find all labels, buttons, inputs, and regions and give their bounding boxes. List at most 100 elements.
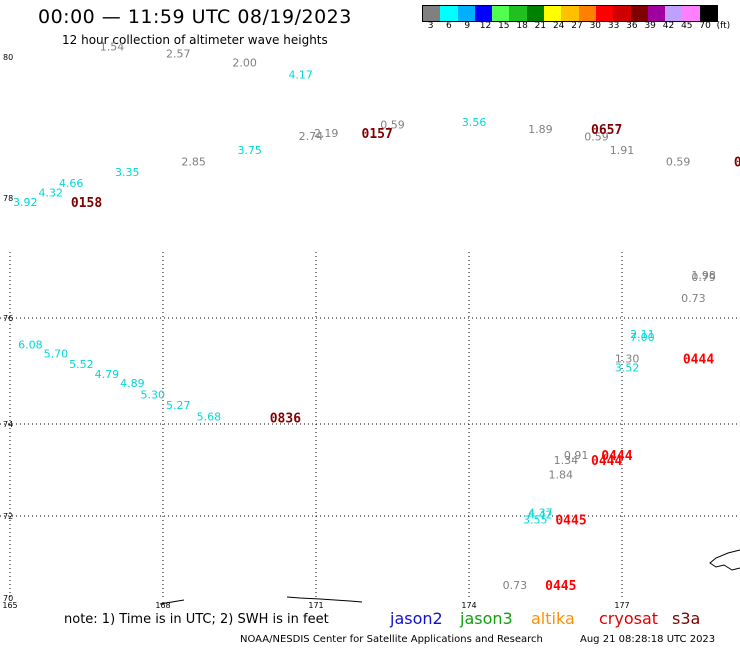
colorbar-swatch (440, 6, 458, 21)
swh-value: 4.32 (39, 186, 64, 199)
swh-value: 0.73 (681, 292, 706, 305)
colorbar-label: 39 (644, 21, 656, 31)
swh-value: 3.55 (523, 513, 548, 526)
swh-value: 4.17 (288, 69, 313, 82)
colorbar-swatch (647, 6, 666, 21)
swh-value: 5.30 (141, 388, 166, 401)
swh-value: 0.73 (503, 579, 528, 592)
swh-value: 2.57 (166, 48, 191, 61)
lat-label: 80 (3, 53, 13, 62)
swh-value: 1.54 (100, 41, 125, 54)
swh-value: 0.79 (691, 271, 716, 284)
lat-label: 70 (3, 594, 13, 603)
swh-value: 7.00 (630, 331, 655, 344)
swh-value: 3.56 (462, 116, 487, 129)
colorbar-swatch (630, 6, 648, 21)
generation-timestamp: Aug 21 08:28:18 UTC 2023 (580, 634, 716, 645)
pass-time: 0656 (734, 155, 740, 170)
swh-value: 0.59 (380, 119, 405, 132)
colorbar-swatch (578, 6, 596, 21)
swh-value: 2.19 (314, 127, 339, 140)
colorbar-label: 36 (626, 21, 638, 31)
swh-value: 5.70 (44, 348, 69, 361)
pass-time: 0157 (362, 127, 393, 142)
colorbar-label: 24 (552, 21, 565, 31)
colorbar-label: 42 (662, 21, 675, 31)
swh-value: 4.37 (528, 506, 553, 519)
map-subtitle: 12 hour collection of altimeter wave hei… (62, 33, 328, 47)
colorbar-swatch (526, 6, 545, 21)
colorbar-swatch (561, 6, 579, 21)
lat-label: 74 (3, 420, 13, 429)
swh-value: 4.42 (528, 509, 553, 522)
coastline (159, 549, 740, 605)
colorbar-swatch (492, 6, 510, 21)
pass-time: 0657 (591, 123, 622, 138)
pass-time: 0445 (545, 579, 576, 594)
swh-value: 3.52 (615, 361, 640, 374)
swh-value: 4.79 (95, 368, 120, 381)
colorbar-swatch (699, 6, 718, 21)
legend-cryosat: cryosat (599, 609, 659, 628)
wave-height-observations: 1.54 2.57 2.00 4.17 3.56 1.89 0.59 2.192.74 0.59… (13, 41, 716, 592)
colorbar-label: 27 (571, 21, 583, 31)
legend-altika: altika (531, 609, 575, 628)
coastline-segment-east (709, 549, 740, 571)
graticule (0, 252, 740, 600)
pass-time: 0836 (270, 412, 301, 427)
swh-value: 6.08 (18, 339, 43, 352)
swh-value: 1.30 (615, 352, 640, 365)
colorbar-swatch (682, 6, 700, 21)
legend-s3a: s3a (672, 609, 701, 628)
swh-value: 5.27 (166, 399, 191, 412)
colorbar-labels: 3 6 9 12 15 18 21 24 27 30 33 36 39 42 45 70 (ft) (422, 21, 740, 33)
pass-time: 0444 (601, 449, 632, 464)
colorbar-label: 30 (589, 21, 602, 31)
swh-value: 2.85 (181, 155, 206, 168)
swh-value: 0.59 (666, 155, 691, 168)
swh-value: 1.98 (691, 269, 716, 282)
colorbar-label: 21 (534, 21, 547, 31)
colorbar-label: 12 (479, 21, 492, 31)
lon-label: 177 (614, 601, 629, 610)
colorbar-label: 18 (516, 21, 528, 31)
swh-value: 1.91 (610, 144, 635, 157)
colorbar-swatch (544, 6, 562, 21)
swh-value: 3.35 (115, 166, 140, 179)
legend-note: note: 1) Time is in UTC; 2) SWH is in fe… (64, 612, 329, 627)
colorbar-label: 3 (427, 21, 434, 31)
coastline-segment-south (159, 596, 363, 605)
lon-label: 171 (308, 601, 323, 610)
colorbar-swatch (665, 6, 683, 21)
swh-value: 1.89 (528, 123, 553, 136)
swh-value: 2.74 (299, 130, 324, 143)
lat-label: 78 (3, 194, 13, 203)
wave-height-colorbar (422, 5, 719, 22)
lon-label: 174 (461, 601, 476, 610)
colorbar-swatch (457, 6, 475, 21)
swh-value: 5.52 (69, 358, 94, 371)
lon-label: 168 (155, 601, 170, 610)
swh-value: 5.68 (197, 411, 222, 424)
pass-time: 0444 (683, 352, 714, 367)
swh-value: 4.89 (120, 377, 145, 390)
legend-jason3: jason3 (460, 609, 513, 628)
pass-times: 0157065706560158044044304440836044404440… (71, 123, 740, 594)
colorbar-swatch (509, 6, 527, 21)
swh-value: 2.11 (630, 328, 655, 341)
swh-value: 2.00 (232, 57, 257, 70)
swh-value: 4.66 (59, 177, 84, 190)
colorbar-label: (ft) (716, 21, 731, 31)
colorbar-label: 15 (498, 21, 510, 31)
colorbar-label: 70 (699, 21, 711, 31)
colorbar-label: 33 (607, 21, 620, 31)
colorbar-swatch (474, 6, 493, 21)
swh-value: 1.84 (549, 469, 574, 482)
swh-value: 3.92 (13, 196, 38, 209)
colorbar-label: 6 (446, 21, 452, 31)
swh-value: 1.34 (554, 454, 579, 467)
colorbar-swatch (423, 6, 441, 21)
swh-value: 0.59 (584, 131, 609, 144)
colorbar-swatch (595, 6, 614, 21)
